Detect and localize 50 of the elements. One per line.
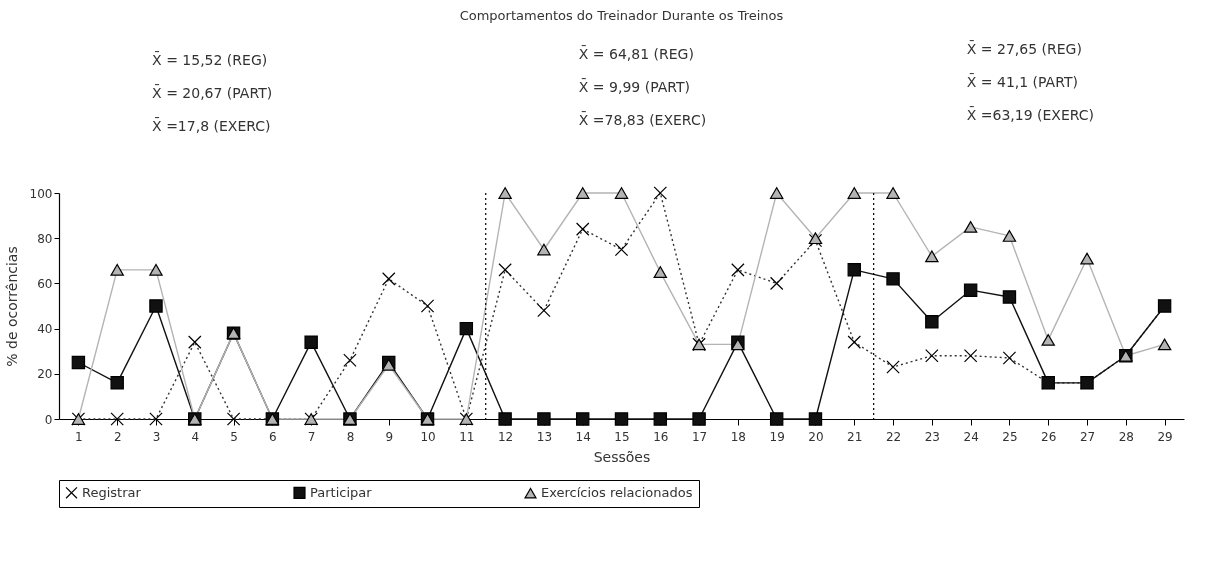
- x-tick-label: 28: [1118, 429, 1134, 444]
- x-tick-label: 16: [653, 429, 669, 444]
- x-tick-label: 12: [497, 429, 514, 444]
- x-tick-label: 25: [1002, 429, 1018, 444]
- x-axis-title: Sessões: [593, 448, 651, 465]
- y-tick-label: 0: [44, 412, 53, 427]
- x-tick-label: 20: [808, 429, 824, 444]
- text: X̄ = 27,65 (REG): [966, 40, 1082, 57]
- x-tick-label: 17: [691, 429, 708, 444]
- x-tick-label: 5: [230, 429, 238, 444]
- x-tick-label: 18: [730, 429, 747, 444]
- legend-label: Participar: [310, 484, 373, 500]
- x-tick-label: 23: [924, 429, 940, 444]
- x-tick-label: 10: [420, 429, 436, 444]
- text: X̄ = 64,81 (REG): [578, 45, 694, 62]
- x-tick-label: 19: [769, 429, 785, 444]
- y-tick-label: 80: [37, 231, 53, 246]
- x-tick-label: 24: [963, 429, 979, 444]
- y-axis-title: % de ocorrências: [3, 246, 20, 367]
- x-tick-label: 6: [269, 429, 277, 444]
- y-tick-label: 100: [29, 186, 53, 201]
- y-tick-label: 40: [37, 322, 53, 337]
- y-tick-label: 60: [37, 276, 53, 291]
- text: X̄ =78,83 (EXERC): [578, 111, 707, 128]
- legend-label: Exercícios relacionados: [541, 485, 693, 501]
- text: X̄ = 41,1 (PART): [966, 73, 1078, 90]
- x-tick-label: 15: [614, 429, 630, 444]
- text: X̄ = 9,99 (PART): [578, 78, 690, 95]
- x-tick-label: 7: [307, 429, 316, 444]
- x-tick-label: 29: [1157, 429, 1173, 444]
- x-tick-label: 9: [385, 429, 394, 444]
- x-tick-label: 4: [191, 429, 200, 444]
- x-tick-label: 14: [575, 429, 591, 444]
- x-tick-label: 11: [459, 429, 475, 444]
- x-tick-label: 22: [885, 429, 902, 444]
- text: X̄ =63,19 (EXERC): [966, 106, 1095, 123]
- x-tick-label: 26: [1041, 429, 1057, 444]
- x-tick-label: 13: [536, 429, 553, 444]
- text: X̄ =17,8 (EXERC): [152, 117, 271, 134]
- x-tick-label: 8: [346, 429, 355, 444]
- x-tick-label: 2: [113, 429, 122, 444]
- text: X̄ = 20,67 (PART): [152, 84, 273, 101]
- x-tick-label: 3: [152, 429, 161, 444]
- text: X̄ = 15,52 (REG): [152, 51, 268, 68]
- x-tick-label: 21: [847, 429, 863, 444]
- x-tick-label: 27: [1079, 429, 1096, 444]
- y-tick-label: 20: [37, 367, 53, 382]
- x-tick-label: 1: [75, 429, 83, 444]
- chart-title: Comportamentos do Treinador Durante os Treinos: [459, 8, 784, 23]
- legend-label: Registrar: [82, 484, 142, 500]
